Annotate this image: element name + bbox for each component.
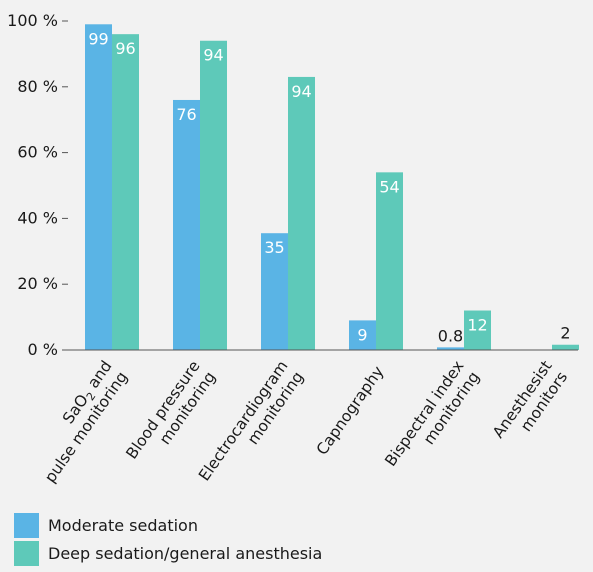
bar-deep-2 [288,76,315,351]
bar-deep-1 [200,40,227,351]
value-label: 96 [115,39,135,58]
value-label: 0.8 [438,326,463,345]
y-tick-label: 20 % [17,274,58,293]
value-label: 9 [357,325,367,344]
legend-label: Moderate sedation [48,516,198,535]
y-tick-label: 60 % [17,143,58,162]
bar-moderate-3 [349,320,376,350]
bar-deep-4 [464,310,491,350]
category-label-line: Capnography [313,363,387,459]
y-axis: 0 % 20 % 40 % 60 % 80 % 100 % [7,11,68,359]
value-label: 99 [88,29,108,48]
bar-deep-3 [376,172,403,350]
value-label: 54 [379,177,399,196]
legend-swatch [14,513,39,538]
value-label: 94 [291,82,311,101]
legend: Moderate sedation Deep sedation/general a… [14,513,322,566]
legend-swatch [14,541,39,566]
y-tick-label: 100 % [7,11,58,30]
y-tick-label: 40 % [17,208,58,227]
value-label: 35 [264,238,284,257]
bar-moderate-0 [85,24,112,350]
bar-deep-0 [112,34,139,350]
value-label: 2 [560,324,570,343]
bar-moderate-4 [437,347,464,350]
value-label: 94 [203,46,223,65]
y-tick-label: 80 % [17,77,58,96]
bar-moderate-2 [261,233,288,350]
bar-moderate-1 [173,99,200,351]
bar-deep-5 [552,344,579,350]
legend-label: Deep sedation/general anesthesia [48,544,322,563]
value-label: 12 [467,316,487,335]
category-label-3: Capnography [313,363,387,459]
value-label: 76 [176,105,196,124]
value-labels: 99 76 35 9 0.8 96 94 94 54 12 2 [88,29,570,345]
bars [85,24,579,351]
y-tick-label: 0 % [28,340,58,359]
